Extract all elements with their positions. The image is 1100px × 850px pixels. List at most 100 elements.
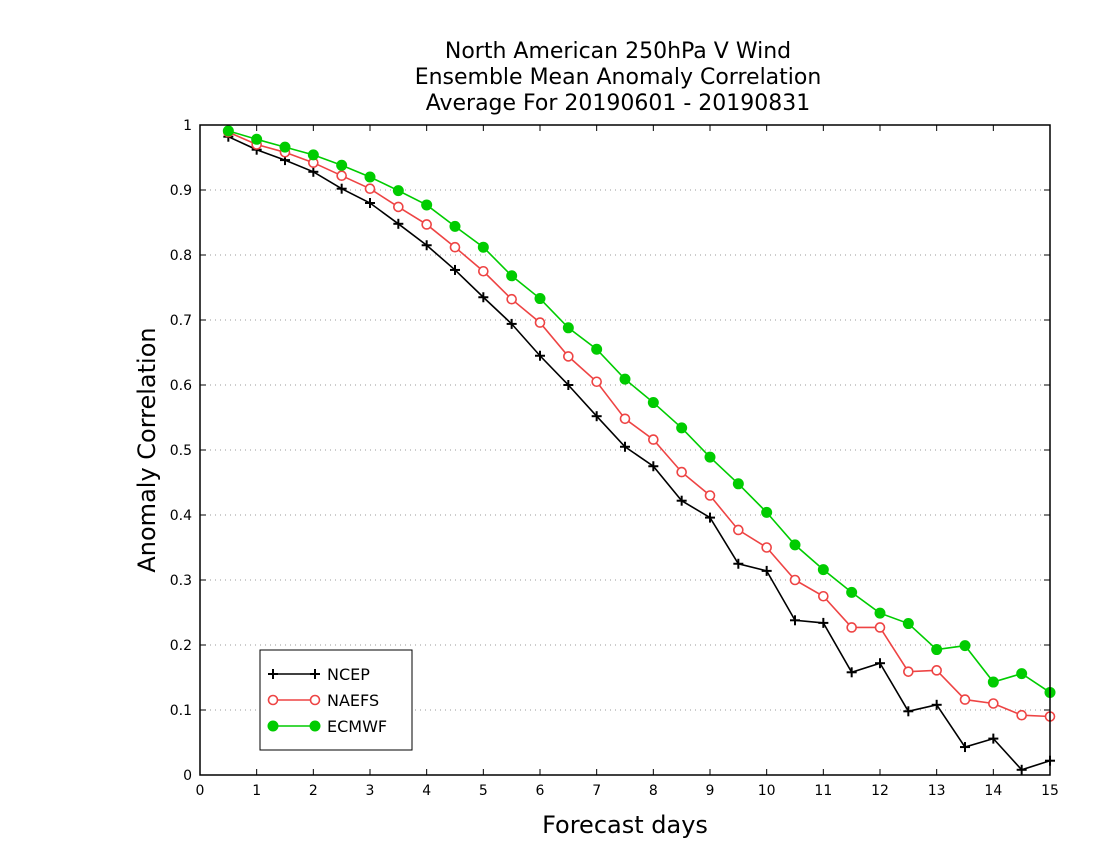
data-point-ncep <box>960 742 970 753</box>
series-line-ecmwf <box>228 130 1051 694</box>
data-point-ecmwf <box>449 220 461 232</box>
data-point-naefs <box>449 241 461 253</box>
data-point-ncep <box>818 617 829 628</box>
y-axis-ticks: 0 0.1 0.2 0.3 0.4 0.5 0.6 0.7 0.8 0.9 1 <box>170 118 1050 784</box>
legend-label-naefs: NAEFS <box>327 691 379 710</box>
data-point-ncep <box>903 706 914 717</box>
series-line-naefs <box>228 131 1051 718</box>
data-point-naefs <box>648 434 659 445</box>
data-point-naefs <box>903 666 914 677</box>
chart-title-line-1: North American 250hPa V Wind <box>445 39 791 64</box>
x-tick-label: 13 <box>928 783 946 799</box>
series-ecmwf <box>222 125 1056 698</box>
data-point-ecmwf <box>817 564 829 576</box>
data-point-naefs <box>789 574 801 586</box>
data-point-ecmwf <box>619 373 631 385</box>
data-point-ecmwf <box>761 506 773 518</box>
data-point-ncep <box>676 495 687 506</box>
data-point-ncep <box>563 380 574 390</box>
data-point-naefs <box>931 665 942 676</box>
data-point-naefs <box>534 317 546 328</box>
data-point-naefs <box>591 376 602 388</box>
data-point-ncep <box>308 166 319 177</box>
chart-title-line-3: Average For 20190601 - 20190831 <box>426 91 811 116</box>
x-tick-label: 11 <box>814 783 832 799</box>
data-point-ecmwf <box>789 539 801 551</box>
data-point-ncep <box>365 198 375 208</box>
data-point-naefs <box>988 698 999 709</box>
y-tick-label: 0.4 <box>170 508 192 524</box>
x-tick-label: 3 <box>366 783 375 799</box>
legend-marker-ecmwf <box>267 720 279 732</box>
data-point-ecmwf <box>874 607 886 619</box>
y-tick-label: 0.1 <box>170 703 192 719</box>
chart-title-line-2: Ensemble Mean Anomaly Correlation <box>415 65 822 90</box>
x-tick-label: 8 <box>649 783 658 799</box>
y-tick-label: 0.9 <box>170 183 192 199</box>
data-point-naefs <box>733 524 744 536</box>
data-point-ncep <box>761 565 772 576</box>
y-tick-label: 0.3 <box>170 573 192 589</box>
data-point-ncep <box>988 733 999 744</box>
data-point-naefs <box>563 351 574 362</box>
data-point-ecmwf <box>591 343 603 355</box>
data-point-ecmwf <box>534 293 546 305</box>
data-point-ncep <box>336 183 347 194</box>
data-point-ecmwf <box>506 270 518 282</box>
data-point-ecmwf <box>336 159 348 171</box>
data-point-ecmwf <box>647 397 659 409</box>
x-tick-label: 15 <box>1041 783 1059 799</box>
x-tick-label: 2 <box>309 783 318 799</box>
data-point-ncep <box>705 512 715 523</box>
data-point-naefs <box>393 201 404 213</box>
data-point-ecmwf <box>307 149 319 161</box>
y-tick-label: 1 <box>183 118 192 134</box>
data-point-ncep <box>591 411 602 422</box>
y-tick-label: 0 <box>183 768 192 784</box>
data-point-naefs <box>846 622 857 633</box>
x-tick-label: 7 <box>592 783 601 799</box>
y-tick-label: 0.2 <box>170 638 192 654</box>
data-point-ecmwf <box>251 133 263 145</box>
data-point-naefs <box>364 183 376 194</box>
data-point-naefs <box>506 293 517 305</box>
x-tick-label: 4 <box>422 783 431 799</box>
data-point-ecmwf <box>732 478 744 490</box>
legend-label-ecmwf: ECMWF <box>327 717 387 736</box>
data-point-ecmwf <box>704 451 716 463</box>
y-tick-label: 0.5 <box>170 443 192 459</box>
data-point-ecmwf <box>477 241 489 253</box>
data-point-ecmwf <box>222 125 234 137</box>
data-point-ecmwf <box>364 171 376 183</box>
legend-marker-ecmwf <box>309 720 321 732</box>
legend-marker-ncep <box>310 669 320 679</box>
series-ncep <box>223 131 1055 775</box>
data-point-ncep <box>478 292 489 303</box>
x-tick-label: 12 <box>871 783 889 799</box>
x-tick-label: 10 <box>758 783 776 799</box>
data-point-ecmwf <box>987 676 999 688</box>
data-point-naefs <box>421 219 432 230</box>
data-point-ecmwf <box>279 141 291 153</box>
data-point-ecmwf <box>959 640 971 652</box>
legend-marker-naefs <box>267 694 279 706</box>
data-point-ecmwf <box>421 199 433 211</box>
data-point-ncep <box>450 264 460 275</box>
data-point-ncep <box>648 461 659 472</box>
data-point-ncep <box>421 240 432 251</box>
x-tick-label: 6 <box>536 783 545 799</box>
data-point-ncep <box>733 558 744 569</box>
x-tick-label: 14 <box>984 783 1002 799</box>
series-line-ncep <box>227 135 1051 771</box>
y-tick-label: 0.6 <box>170 378 192 394</box>
data-point-naefs <box>676 466 687 478</box>
legend-marker-ncep <box>268 669 278 679</box>
data-point-naefs <box>336 170 347 181</box>
x-axis-label: Forecast days <box>542 811 708 839</box>
data-point-ecmwf <box>1016 668 1028 680</box>
legend-label-ncep: NCEP <box>327 665 370 684</box>
x-tick-label: 0 <box>196 783 205 799</box>
data-point-ncep <box>393 218 404 229</box>
data-point-naefs <box>874 622 886 633</box>
data-point-ecmwf <box>562 322 574 334</box>
